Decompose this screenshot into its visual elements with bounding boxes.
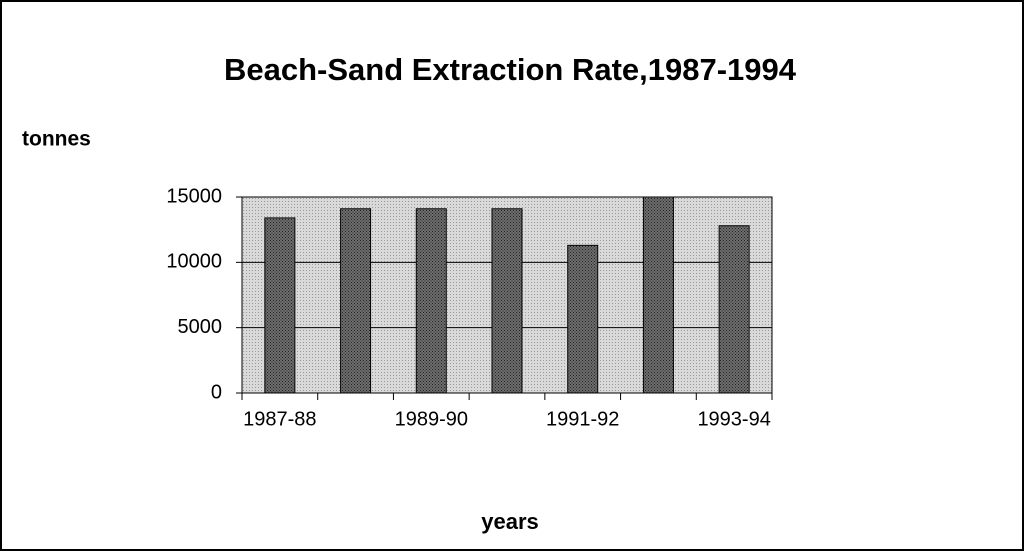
bar-texture: [416, 208, 447, 393]
y-tick-label: 5000: [178, 316, 223, 338]
x-tick-label: 1989-90: [395, 408, 468, 430]
y-tick-label: 15000: [166, 185, 222, 207]
x-tick-label: 1991-92: [546, 408, 619, 430]
y-tick-label: 10000: [166, 251, 222, 273]
chart-title: Beach-Sand Extraction Rate,1987-1994: [224, 52, 797, 87]
bar-texture: [643, 197, 674, 393]
bar-texture: [264, 217, 295, 393]
y-tick-label: 0: [211, 381, 222, 403]
bar-texture: [567, 245, 598, 393]
x-axis-label: years: [481, 509, 539, 534]
bar-texture: [340, 208, 371, 393]
bar-texture: [719, 225, 750, 393]
bar-texture: [492, 208, 522, 393]
x-tick-label: 1987-88: [243, 408, 316, 430]
x-tick-label: 1993-94: [697, 408, 770, 430]
y-axis-label: tonnes: [22, 128, 91, 151]
